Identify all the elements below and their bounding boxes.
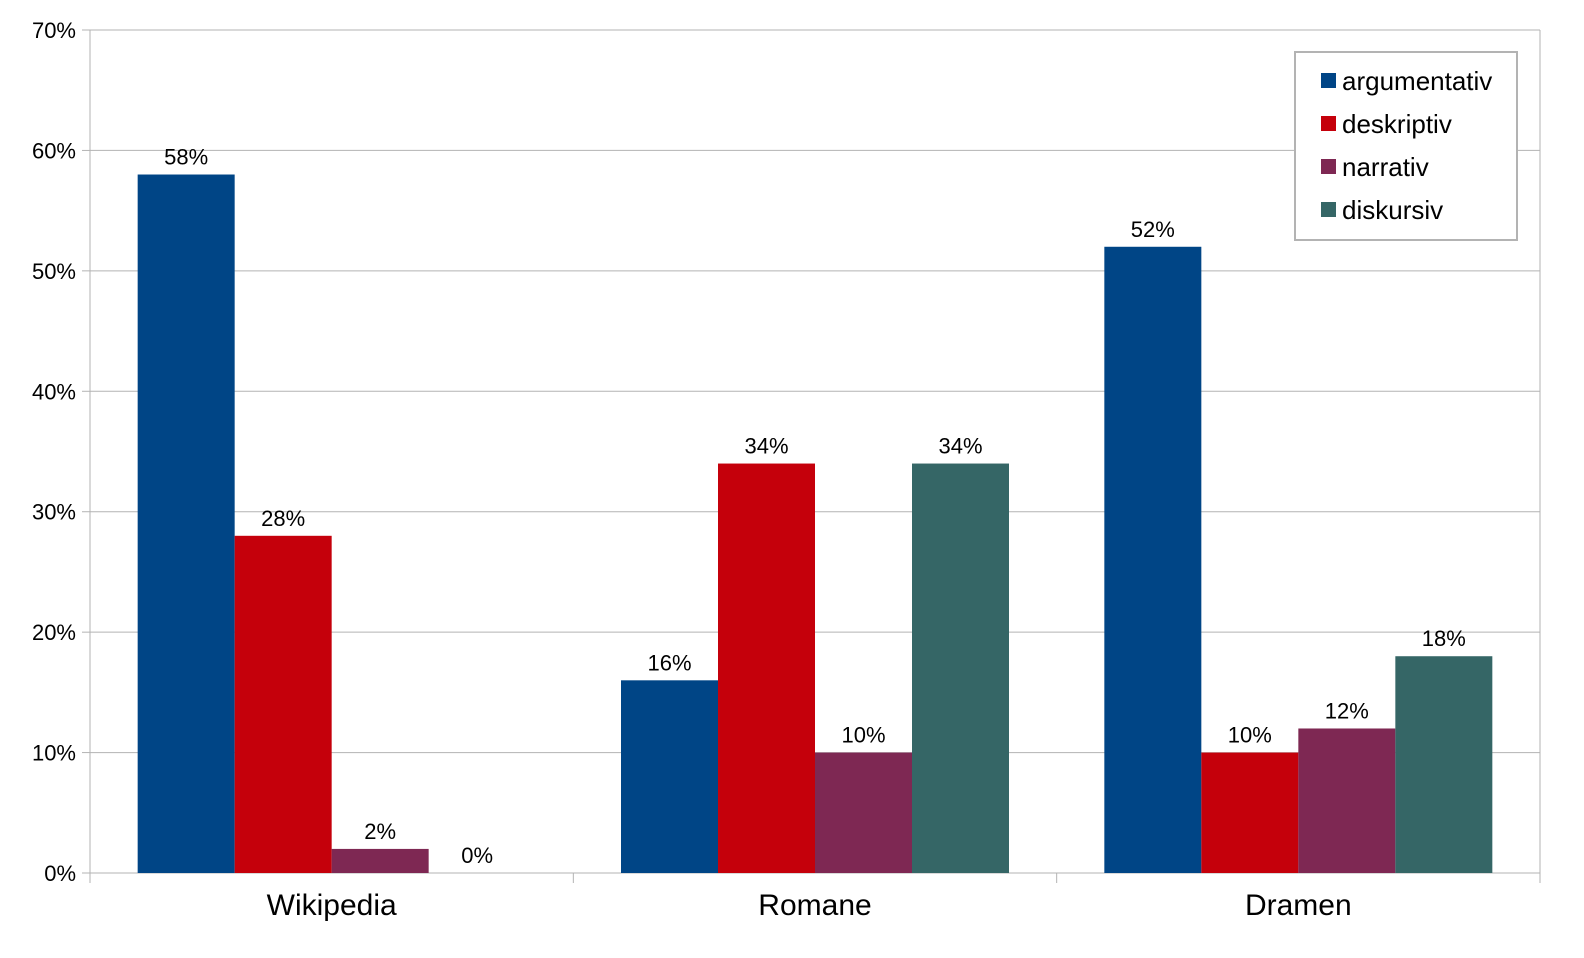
category-label: Romane	[758, 889, 871, 922]
data-label: 34%	[744, 434, 788, 459]
data-label: 16%	[647, 650, 691, 675]
legend-label-narrativ: narrativ	[1342, 152, 1429, 182]
legend-swatch-narrativ	[1321, 159, 1336, 174]
bar-argumentativ-romane	[621, 680, 718, 873]
data-label: 10%	[841, 723, 885, 748]
legend-swatch-deskriptiv	[1321, 116, 1336, 131]
category-label: Dramen	[1245, 889, 1352, 922]
data-label: 0%	[461, 843, 493, 868]
legend-swatch-argumentativ	[1321, 73, 1336, 88]
legend-label-diskursiv: diskursiv	[1342, 195, 1443, 225]
legend: argumentativ deskriptiv narrativ diskursiv	[1294, 51, 1518, 241]
legend-label-argumentativ: argumentativ	[1342, 66, 1492, 96]
data-label: 18%	[1422, 626, 1466, 651]
data-label: 28%	[261, 506, 305, 531]
y-tick-label: 30%	[32, 500, 76, 525]
data-label: 52%	[1131, 217, 1175, 242]
data-label: 12%	[1325, 698, 1369, 723]
bar-deskriptiv-romane	[718, 463, 815, 873]
y-tick-label: 20%	[32, 620, 76, 645]
data-labels: 58% 28% 2% 0% 16% 34% 10% 34% 52% 10% 12% 18%	[164, 145, 1466, 868]
bar-argumentativ-dramen	[1104, 246, 1202, 873]
bar-narrativ-wikipedia	[331, 848, 429, 873]
bar-argumentativ-wikipedia	[137, 174, 235, 873]
bar-deskriptiv-dramen	[1201, 752, 1299, 873]
data-label: 34%	[938, 434, 982, 459]
data-label: 2%	[364, 819, 396, 844]
axes: 0% 10% 20% 30% 40% 50% 60% 70% Wikipedia Romane Dr…	[32, 18, 1541, 922]
legend-swatch-diskursiv	[1321, 202, 1336, 217]
y-tick-label: 10%	[32, 741, 76, 766]
y-tick-label: 50%	[32, 259, 76, 284]
data-label: 58%	[164, 145, 208, 170]
bar-narrativ-romane	[815, 752, 912, 873]
data-label: 10%	[1228, 723, 1272, 748]
legend-label-deskriptiv: deskriptiv	[1342, 109, 1452, 139]
category-label: Wikipedia	[267, 889, 397, 922]
bars	[137, 174, 1493, 873]
bar-deskriptiv-wikipedia	[234, 535, 332, 873]
y-tick-label: 40%	[32, 379, 76, 404]
y-tick-label: 0%	[44, 861, 76, 886]
bar-narrativ-dramen	[1298, 728, 1396, 873]
bar-diskursiv-romane	[912, 463, 1009, 873]
y-tick-label: 60%	[32, 138, 76, 163]
bar-diskursiv-dramen	[1395, 656, 1493, 873]
y-tick-label: 70%	[32, 18, 76, 43]
